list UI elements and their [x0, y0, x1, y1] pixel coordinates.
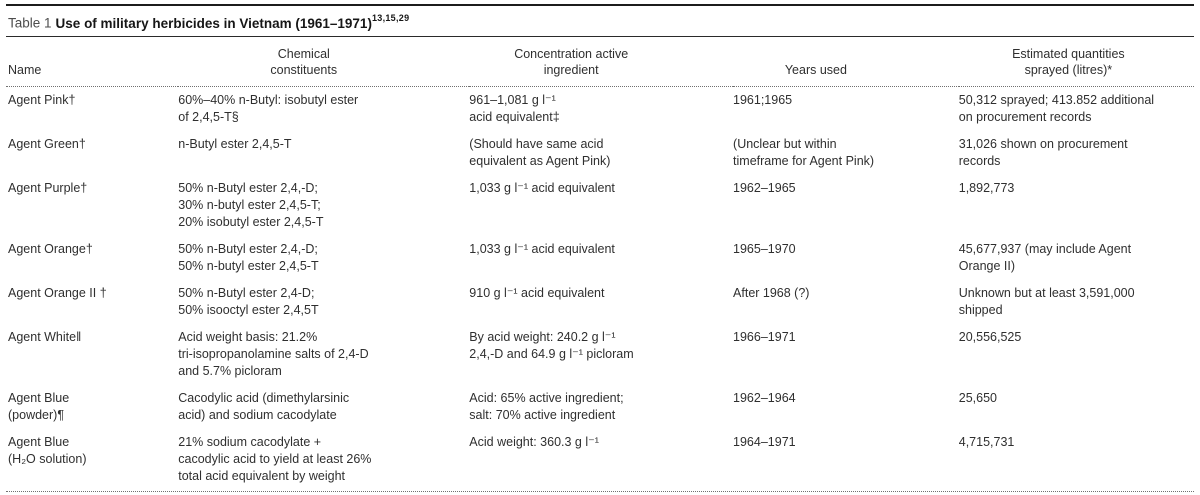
table-row: Agent Orange II † 50% n-Butyl ester 2,4-… — [6, 280, 1194, 324]
cell-quantity-sprayed: 25,650 — [958, 390, 997, 405]
cell-quantity-sprayed: 31,026 shown on procurement records — [958, 136, 1128, 168]
column-header-name: Name — [6, 36, 179, 87]
cell-quantity-sprayed: Unknown but at least 3,591,000 shipped — [958, 285, 1135, 317]
table-label: Table 1 — [8, 15, 52, 31]
column-header-quantities-sprayed: Estimated quantities sprayed (litres)* — [958, 36, 1194, 87]
cell-years-used: 1966–1971 — [733, 329, 796, 344]
cell-years-used: After 1968 (?) — [733, 285, 810, 300]
cell-concentration: 910 g l⁻¹ acid equivalent — [469, 285, 605, 300]
cell-chemical-constituents: 60%–40% n-Butyl: isobutyl ester of 2,4,5… — [178, 92, 359, 124]
cell-name: Agent Orange II † — [8, 285, 107, 300]
cell-quantity-sprayed: 1,892,773 — [958, 180, 1015, 195]
cell-quantity-sprayed: 4,715,731 — [958, 434, 1015, 449]
cell-chemical-constituents: Cacodylic acid (dimethylarsinic acid) an… — [178, 390, 350, 422]
cell-chemical-constituents: 50% n-Butyl ester 2,4-D; 50% isooctyl es… — [178, 285, 319, 317]
cell-years-used: 1962–1965 — [733, 180, 796, 195]
cell-name: Agent Purple† — [8, 180, 88, 195]
cell-quantity-sprayed: 20,556,525 — [958, 329, 1022, 344]
cell-chemical-constituents: n-Butyl ester 2,4,5-T — [178, 136, 292, 151]
cell-name: Agent White‖ — [8, 329, 82, 344]
cell-concentration: Acid weight: 360.3 g l⁻¹ — [469, 434, 599, 449]
table-header: Name Chemical constituents Concentration… — [6, 36, 1194, 87]
cell-name: Agent Orange† — [8, 241, 93, 256]
bottom-rule — [6, 490, 1194, 492]
table-row: Agent Pink† 60%–40% n-Butyl: isobutyl es… — [6, 86, 1194, 131]
caption-rule — [6, 35, 1194, 37]
header-row: Name Chemical constituents Concentration… — [6, 36, 1194, 87]
column-header-years-used: Years used — [733, 36, 959, 87]
cell-years-used: 1961;1965 — [733, 92, 793, 107]
cell-chemical-constituents: 50% n-Butyl ester 2,4,-D; 30% n-butyl es… — [178, 180, 324, 229]
table-body: Agent Pink† 60%–40% n-Butyl: isobutyl es… — [6, 86, 1194, 490]
table-row: Agent Orange† 50% n-Butyl ester 2,4,-D; … — [6, 236, 1194, 280]
cell-concentration: Acid: 65% active ingredient; salt: 70% a… — [469, 390, 624, 422]
table-row: Agent Blue (powder)¶ Cacodylic acid (dim… — [6, 385, 1194, 429]
table-title-references: 13,15,29 — [371, 13, 410, 23]
cell-chemical-constituents: Acid weight basis: 21.2% tri-isopropanol… — [178, 329, 369, 378]
column-header-concentration: Concentration active ingredient — [469, 36, 734, 87]
cell-years-used: (Unclear but within timeframe for Agent … — [733, 136, 875, 168]
column-header-chemical-constituents: Chemical constituents — [178, 36, 470, 87]
table-caption: Table 1 Use of military herbicides in Vie… — [6, 6, 1194, 36]
cell-name: Agent Green† — [8, 136, 86, 151]
top-rule — [6, 4, 1194, 6]
cell-concentration: 961–1,081 g l⁻¹ acid equivalent‡ — [469, 92, 560, 124]
cell-concentration: (Should have same acid equivalent as Age… — [469, 136, 611, 168]
cell-concentration: 1,033 g l⁻¹ acid equivalent — [469, 180, 615, 195]
cell-years-used: 1962–1964 — [733, 390, 796, 405]
table-row: Agent White‖ Acid weight basis: 21.2% tr… — [6, 324, 1194, 385]
cell-name: Agent Pink† — [8, 92, 76, 107]
cell-concentration: 1,033 g l⁻¹ acid equivalent — [469, 241, 615, 256]
table-title: Use of military herbicides in Vietnam (1… — [55, 15, 372, 31]
herbicides-table: Name Chemical constituents Concentration… — [6, 36, 1194, 490]
cell-quantity-sprayed: 50,312 sprayed; 413.852 additional on pr… — [958, 92, 1155, 124]
table-row: Agent Purple† 50% n-Butyl ester 2,4,-D; … — [6, 175, 1194, 236]
cell-years-used: 1964–1971 — [733, 434, 796, 449]
cell-chemical-constituents: 21% sodium cacodylate + cacodylic acid t… — [178, 434, 372, 483]
table-row: Agent Blue (H₂O solution) 21% sodium cac… — [6, 429, 1194, 490]
cell-quantity-sprayed: 45,677,937 (may include Agent Orange II) — [958, 241, 1132, 273]
cell-name: Agent Blue (powder)¶ — [8, 390, 70, 422]
cell-name: Agent Blue (H₂O solution) — [8, 434, 87, 466]
cell-years-used: 1965–1970 — [733, 241, 796, 256]
table-row: Agent Green† n-Butyl ester 2,4,5-T (Shou… — [6, 131, 1194, 175]
cell-concentration: By acid weight: 240.2 g l⁻¹ 2,4,-D and 6… — [469, 329, 634, 361]
cell-chemical-constituents: 50% n-Butyl ester 2,4,-D; 50% n-butyl es… — [178, 241, 319, 273]
